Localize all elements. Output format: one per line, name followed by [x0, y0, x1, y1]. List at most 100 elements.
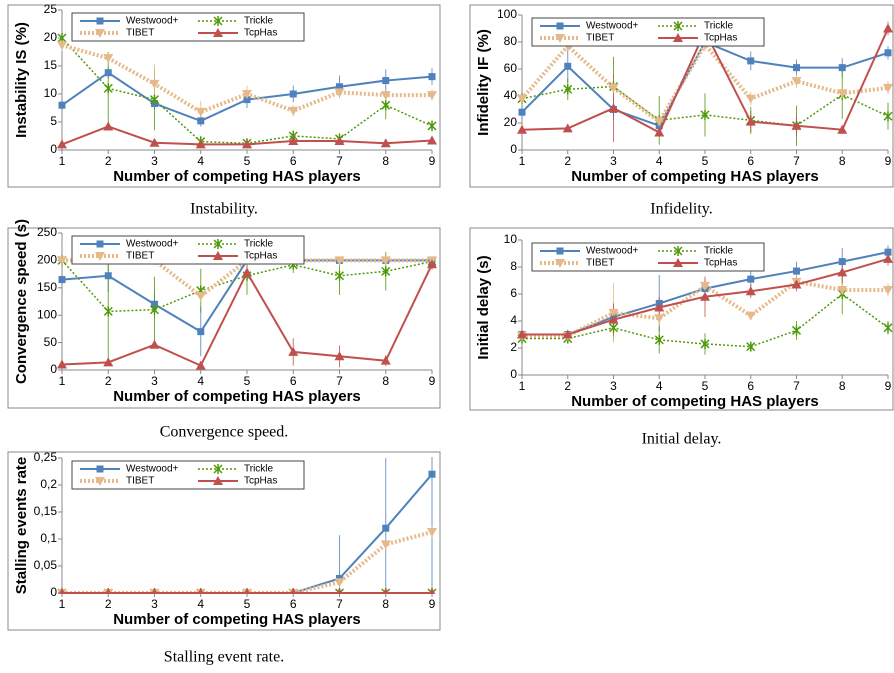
- marker: [103, 357, 114, 367]
- marker: [382, 588, 390, 594]
- marker: [654, 314, 665, 324]
- x-tick-label: 4: [656, 154, 663, 168]
- legend-box: [71, 235, 305, 265]
- legend-label: TIBET: [126, 476, 154, 487]
- marker: [517, 94, 527, 104]
- legend-marker: [673, 258, 683, 267]
- legend-marker: [673, 33, 683, 42]
- marker: [838, 64, 846, 72]
- x-tick-label: 3: [151, 154, 158, 168]
- marker: [793, 64, 800, 72]
- y-tick-label: 0,25: [34, 450, 58, 464]
- legend-marker: [95, 29, 105, 38]
- marker: [428, 588, 436, 594]
- chart-frame: [7, 227, 441, 409]
- marker: [427, 527, 437, 537]
- marker: [57, 256, 67, 266]
- x-tick-label: 9: [429, 374, 436, 388]
- chart: 0 50 100 150 200 250 1 2 3 4 5 6 7 8 9 Number of compet…: [7, 219, 441, 409]
- y-tick-label: 10: [504, 232, 518, 246]
- y-tick-label: 0: [50, 585, 57, 599]
- marker: [151, 300, 158, 308]
- chart: 0 0,05 0,1 0,15 0,2 0,25 1 2 3 4 5 6 7 8 9 Number of co…: [7, 450, 441, 631]
- plot: [57, 33, 437, 149]
- marker: [288, 346, 299, 356]
- marker: [334, 256, 345, 266]
- series-line: [62, 530, 433, 594]
- legend-marker: [555, 259, 565, 268]
- marker: [562, 329, 573, 339]
- marker: [336, 83, 343, 91]
- x-tick-label: 5: [702, 154, 709, 168]
- marker: [745, 311, 756, 321]
- marker: [700, 109, 710, 120]
- marker: [747, 275, 755, 283]
- marker: [57, 139, 67, 149]
- marker: [243, 588, 251, 594]
- marker: [381, 100, 391, 111]
- y-tick-label: 100: [497, 7, 517, 21]
- marker: [380, 256, 391, 266]
- x-tick-label: 8: [382, 597, 389, 611]
- marker: [654, 127, 665, 137]
- x-tick-label: 4: [197, 597, 204, 611]
- legend-label: Trickle: [244, 16, 274, 27]
- marker: [608, 103, 619, 113]
- x-tick-label: 3: [610, 154, 617, 168]
- legend-marker: [213, 476, 223, 485]
- marker: [289, 90, 297, 98]
- marker: [883, 23, 893, 33]
- x-tick-label: 2: [105, 597, 112, 611]
- x-tick-label: 3: [610, 379, 617, 393]
- marker: [837, 124, 848, 134]
- marker: [104, 588, 112, 594]
- marker: [334, 351, 345, 361]
- marker: [745, 94, 756, 104]
- x-tick-label: 1: [59, 154, 66, 168]
- y-axis-title: Instability IS (%): [13, 22, 30, 138]
- legend-box: [71, 12, 305, 42]
- marker: [837, 285, 848, 295]
- marker: [334, 578, 345, 588]
- legend-label: Westwood+: [586, 21, 639, 32]
- marker: [608, 322, 619, 333]
- y-tick-label: 25: [44, 2, 58, 16]
- marker: [428, 73, 436, 81]
- legend-label: Trickle: [704, 21, 734, 32]
- legend-box: [531, 242, 765, 272]
- marker: [883, 285, 893, 295]
- x-tick-label: 8: [839, 379, 846, 393]
- marker: [288, 136, 299, 146]
- legend-label: Westwood+: [586, 246, 639, 257]
- x-tick-label: 5: [244, 597, 251, 611]
- legend-marker: [555, 34, 565, 43]
- marker: [838, 258, 846, 266]
- x-tick-label: 1: [59, 597, 66, 611]
- x-tick-label: 6: [290, 154, 297, 168]
- y-tick-label: 10: [44, 86, 58, 100]
- caption: Convergence speed.: [160, 424, 289, 441]
- marker: [195, 107, 206, 117]
- chart: 0 5 10 15 20 25 1 2 3 4 5 6 7 8 9 Number of competing H…: [7, 2, 441, 188]
- caption: Stalling event rate.: [164, 649, 284, 666]
- marker: [243, 96, 251, 104]
- y-axis-title: Infidelity IF (%): [475, 29, 492, 136]
- x-tick-label: 2: [105, 374, 112, 388]
- y-tick-label: 0: [510, 367, 517, 381]
- x-tick-label: 8: [839, 154, 846, 168]
- marker: [793, 267, 800, 275]
- legend-marker: [96, 465, 104, 473]
- series-line: [520, 41, 889, 125]
- x-tick-label: 2: [564, 379, 571, 393]
- marker: [149, 304, 160, 315]
- marker: [427, 91, 437, 101]
- marker: [564, 62, 572, 70]
- marker: [837, 267, 848, 277]
- legend-label: Trickle: [704, 246, 734, 257]
- marker: [517, 124, 527, 134]
- legend-marker: [213, 464, 223, 474]
- plot: [517, 245, 893, 355]
- x-tick-label: 7: [336, 154, 343, 168]
